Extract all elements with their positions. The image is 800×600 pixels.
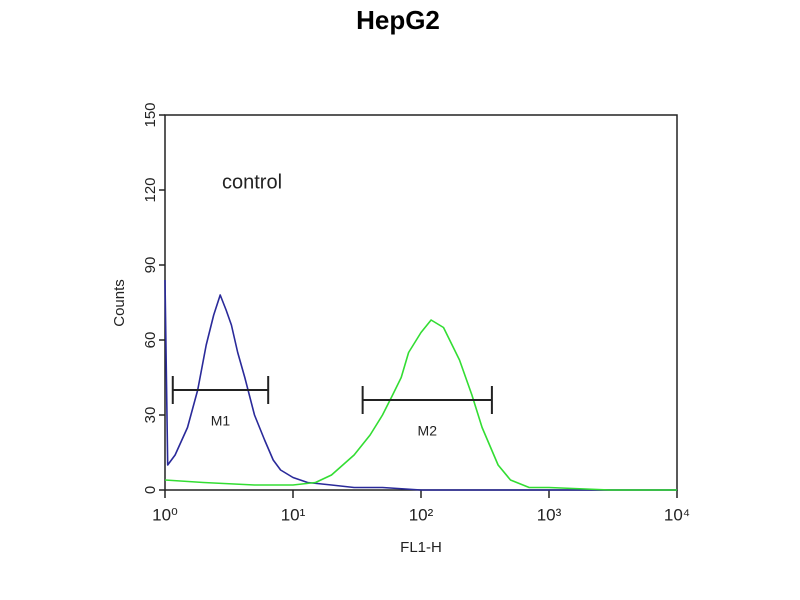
y-tick-label: 150 (142, 102, 159, 127)
histogram-line (164, 279, 677, 491)
y-tick-label: 0 (142, 486, 159, 494)
marker-label: M1 (211, 413, 231, 429)
x-axis-label: FL1-H (400, 539, 442, 556)
x-tick-label: 10⁰ (152, 505, 178, 524)
y-axis-label: Counts (111, 279, 128, 327)
y-tick-label: 60 (142, 332, 159, 349)
x-tick-label: 10¹ (281, 505, 306, 524)
histogram-line (164, 319, 677, 491)
x-tick-label: 10³ (537, 505, 562, 524)
y-tick-label: 90 (142, 257, 159, 274)
annotation: control (222, 171, 282, 193)
chart-title: HepG2 (356, 5, 440, 35)
x-tick-label: 10⁴ (664, 505, 690, 524)
x-tick-label: 10² (409, 505, 434, 524)
marker-label: M2 (418, 423, 438, 439)
y-tick-label: 30 (142, 407, 159, 424)
y-tick-label: 120 (142, 177, 159, 202)
